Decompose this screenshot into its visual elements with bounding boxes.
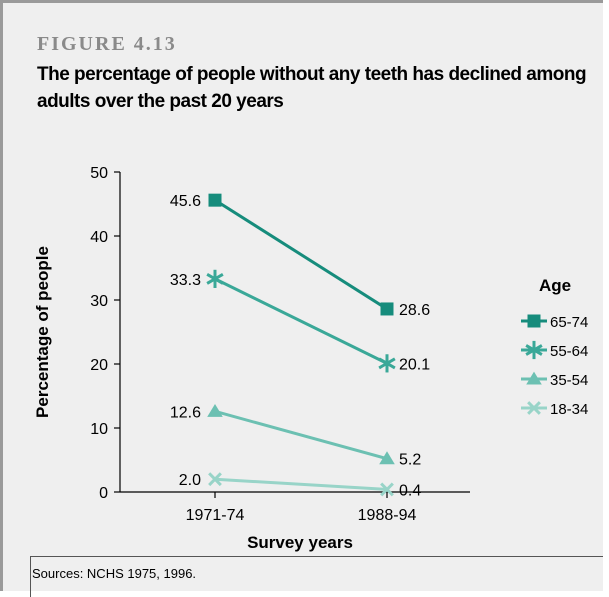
series-line-55-64 [214, 277, 388, 365]
series-line-65-74 [214, 198, 388, 311]
legend-marker-35-54 [526, 371, 542, 385]
x-axis-title: Survey years [247, 533, 353, 552]
data-point-35-54 [207, 403, 223, 417]
y-tick-label: 10 [90, 421, 108, 438]
legend-title: Age [539, 276, 571, 295]
y-tick-label: 0 [99, 485, 108, 502]
legend-marker-18-34 [527, 401, 541, 415]
legend-marker-55-64 [525, 340, 543, 360]
legend-marker-55-64-stroke [525, 344, 543, 356]
data-label: 5.2 [399, 452, 421, 469]
data-point-18-34-stroke [380, 482, 394, 497]
data-label: 12.6 [170, 404, 201, 421]
legend-marker-18-34-stroke [527, 401, 541, 415]
data-label: 0.4 [399, 482, 421, 499]
data-label: 45.6 [170, 193, 201, 210]
legend-label: 35-54 [550, 372, 588, 389]
data-label: 28.6 [399, 302, 430, 319]
data-point-35-54 [379, 451, 395, 465]
x-tick-label: 1988-94 [358, 507, 417, 524]
data-label: 20.1 [399, 356, 430, 373]
data-point-65-74 [380, 302, 394, 316]
legend-marker-65-74 [527, 314, 541, 328]
data-point-55-64-stroke [206, 273, 224, 285]
data-point-55-64 [378, 354, 396, 373]
divider-rule-left [30, 556, 31, 597]
series-line-35-54 [214, 409, 388, 461]
y-axis-title: Percentage of people [33, 246, 52, 418]
data-point-55-64-stroke [378, 357, 396, 370]
legend-label: 18-34 [550, 401, 588, 418]
y-tick-label: 50 [90, 165, 108, 182]
data-point-65-74 [208, 193, 222, 207]
y-tick-label: 40 [90, 229, 108, 246]
data-point-55-64 [206, 269, 224, 288]
y-tick-label: 30 [90, 293, 108, 310]
legend-label: 55-64 [550, 343, 588, 360]
data-point-18-34 [208, 472, 222, 487]
figure-label: FIGURE 4.13 [37, 33, 177, 55]
data-label: 33.3 [170, 272, 201, 289]
y-tick-label: 20 [90, 357, 108, 374]
series-line-18-34 [214, 477, 388, 491]
data-label: 2.0 [179, 472, 201, 489]
figure-title: The percentage of people without any tee… [37, 64, 587, 112]
data-point-18-34 [380, 482, 394, 497]
divider-rule [30, 556, 603, 557]
legend-label: 65-74 [550, 314, 588, 331]
data-point-18-34-stroke [208, 472, 222, 487]
x-tick-label: 1971-74 [186, 507, 245, 524]
source-note: Sources: NCHS 1975, 1996. [32, 566, 197, 581]
